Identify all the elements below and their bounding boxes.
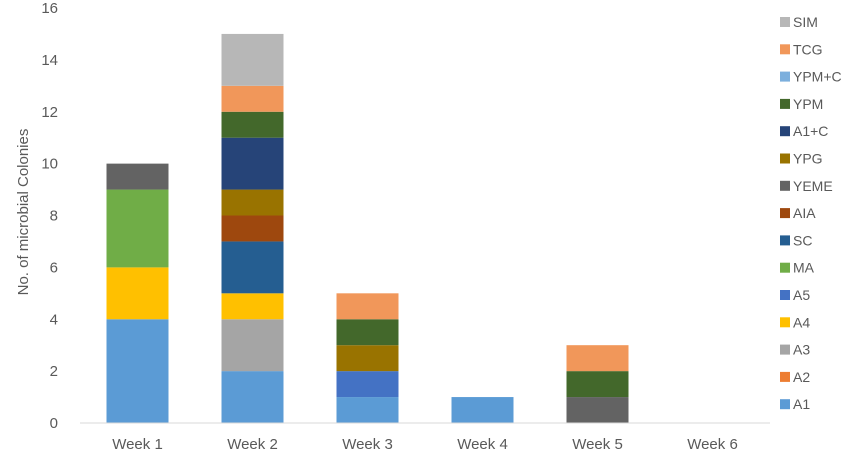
y-tick-label: 10 bbox=[41, 156, 58, 173]
bar-segment bbox=[106, 189, 169, 268]
legend-swatch bbox=[780, 71, 790, 82]
bar-segment bbox=[566, 397, 629, 423]
legend-label: YPM+C bbox=[793, 69, 842, 85]
x-tick-label: Week 3 bbox=[342, 436, 393, 453]
y-axis-title: No. of microbial Colonies bbox=[15, 129, 32, 296]
y-tick-label: 14 bbox=[41, 52, 58, 69]
bars bbox=[106, 33, 629, 423]
x-tick-label: Week 5 bbox=[572, 436, 623, 453]
legend-label: A3 bbox=[793, 342, 810, 358]
legend-swatch bbox=[780, 262, 790, 273]
bar-segment bbox=[221, 189, 284, 216]
bar-segment bbox=[106, 267, 169, 320]
legend-label: A2 bbox=[793, 369, 810, 385]
x-tick-label: Week 1 bbox=[112, 436, 163, 453]
bar-segment bbox=[451, 397, 514, 423]
y-tick-label: 8 bbox=[50, 208, 58, 225]
bar-segment bbox=[566, 371, 629, 398]
legend-label: A4 bbox=[793, 314, 810, 330]
bar-segment bbox=[336, 397, 399, 423]
legend-label: YEME bbox=[793, 178, 833, 194]
legend-swatch bbox=[780, 344, 790, 355]
legend-label: TCG bbox=[793, 41, 823, 57]
bar-segment bbox=[221, 137, 284, 190]
bar-segment bbox=[336, 371, 399, 398]
bar-segment bbox=[221, 111, 284, 138]
bar-segment bbox=[221, 85, 284, 112]
legend-swatch bbox=[780, 235, 790, 246]
bar-segment bbox=[336, 319, 399, 346]
bar-segment bbox=[336, 345, 399, 372]
legend-swatch bbox=[780, 208, 790, 219]
legend-swatch bbox=[780, 44, 790, 55]
bar-segment bbox=[221, 33, 284, 86]
bar-segment bbox=[221, 215, 284, 242]
legend-swatch bbox=[780, 180, 790, 191]
legend-swatch bbox=[780, 371, 790, 382]
legend-label: SC bbox=[793, 232, 812, 248]
y-tick-label: 12 bbox=[41, 104, 58, 121]
legend-swatch bbox=[780, 290, 790, 300]
legend-label: SIM bbox=[793, 14, 818, 30]
bar-segment bbox=[221, 241, 284, 294]
y-tick-label: 6 bbox=[50, 259, 58, 276]
legend-swatch bbox=[780, 126, 790, 137]
legend-label: YPG bbox=[793, 151, 823, 167]
bar-segment bbox=[221, 371, 284, 423]
legend-swatch bbox=[780, 399, 790, 410]
y-tick-label: 16 bbox=[41, 0, 58, 17]
bar-segment bbox=[221, 293, 284, 320]
legend-swatch bbox=[780, 317, 790, 328]
bar-segment bbox=[336, 293, 399, 320]
bar-segment bbox=[566, 345, 629, 372]
legend-swatch bbox=[780, 153, 790, 164]
legend-label: MA bbox=[793, 260, 815, 276]
x-tick-label: Week 6 bbox=[687, 436, 738, 453]
bar-segment bbox=[106, 319, 169, 423]
x-axis-ticks: Week 1 Week 2 Week 3 Week 4 Week 5 Week 6 bbox=[112, 436, 738, 453]
y-axis-ticks: 0 2 4 6 8 10 12 14 16 bbox=[41, 0, 58, 432]
bar-segment bbox=[221, 319, 284, 372]
legend-label: A5 bbox=[793, 287, 810, 303]
legend-label: AIA bbox=[793, 205, 816, 221]
x-tick-label: Week 4 bbox=[457, 436, 508, 453]
y-tick-label: 4 bbox=[50, 311, 58, 328]
legend-label: A1+C bbox=[793, 123, 828, 139]
y-tick-label: 2 bbox=[50, 363, 58, 380]
legend-label: YPM bbox=[793, 96, 823, 112]
legend-swatch bbox=[780, 98, 790, 109]
legend-label: A1 bbox=[793, 396, 810, 412]
y-tick-label: 0 bbox=[50, 415, 58, 432]
bar-segment bbox=[106, 163, 169, 190]
legend-swatch bbox=[780, 17, 790, 27]
legend: SIM TCG YPM+C YPM A1+C YPG YEME AIA SC MA A5 A4 A3 A2… bbox=[780, 14, 842, 412]
x-tick-label: Week 2 bbox=[227, 436, 278, 453]
